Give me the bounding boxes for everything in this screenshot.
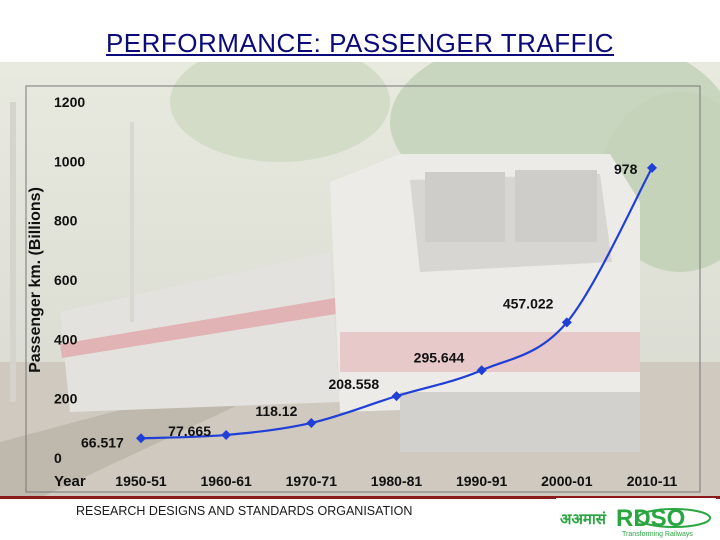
- y-tick-label: 400: [54, 331, 78, 347]
- slide-title: PERFORMANCE: PASSENGER TRAFFIC: [105, 28, 615, 58]
- data-label: 208.558: [329, 376, 380, 392]
- x-tick-label: 2010-11: [627, 473, 678, 489]
- data-label: 118.12: [255, 403, 297, 419]
- data-point: [561, 317, 572, 328]
- y-tick-label: 800: [54, 213, 78, 229]
- x-tick-labels: 1950-51 1960-61 1970-71 1980-81 1990-91 2000-…: [115, 473, 677, 489]
- y-tick-label: 200: [54, 391, 78, 407]
- data-label: 66.517: [81, 434, 124, 450]
- y-tick-labels: 0 200 400 600 800 1000 1200: [54, 94, 85, 466]
- x-tick-label: 1950-51: [115, 473, 167, 489]
- data-label: 295.644: [414, 349, 465, 365]
- data-point: [136, 433, 146, 444]
- data-point: [391, 391, 402, 402]
- train-photo-background: [0, 62, 720, 498]
- logo-tagline: Transforming Railways: [622, 531, 693, 538]
- y-tick-label: 600: [54, 272, 78, 288]
- x-axis-label: Year: [54, 473, 86, 490]
- x-tick-label: 1960-61: [200, 473, 252, 489]
- y-axis-label: Passenger km. (Billions): [27, 187, 44, 373]
- footer-organisation: RESEARCH DESIGNS AND STANDARDS ORGANISAT…: [76, 504, 413, 518]
- data-label: 978: [614, 161, 638, 177]
- footer-divider: [0, 496, 720, 499]
- plot-frame: [25, 85, 701, 493]
- data-point: [221, 429, 232, 440]
- logo-hindi-text: अअमासं: [560, 510, 607, 528]
- x-tick-label: 2000-01: [541, 473, 593, 489]
- logo-swoosh: [637, 508, 711, 528]
- data-point: [476, 365, 487, 376]
- data-labels: 66.517 77.665 118.12 208.558 295.644 457.022 9…: [81, 161, 638, 450]
- y-tick-label: 0: [54, 450, 62, 466]
- x-tick-label: 1980-81: [371, 473, 423, 489]
- x-tick-label: 1970-71: [286, 473, 338, 489]
- data-point: [306, 417, 317, 428]
- y-tick-label: 1000: [54, 153, 85, 169]
- data-point: [647, 162, 657, 173]
- data-label: 77.665: [168, 423, 211, 439]
- y-tick-label: 1200: [54, 94, 85, 110]
- data-label: 457.022: [503, 295, 554, 311]
- rdso-logo: अअमासं RDSO Transforming Railways: [556, 498, 716, 540]
- data-points: [136, 162, 657, 444]
- x-tick-label: 1990-91: [456, 473, 508, 489]
